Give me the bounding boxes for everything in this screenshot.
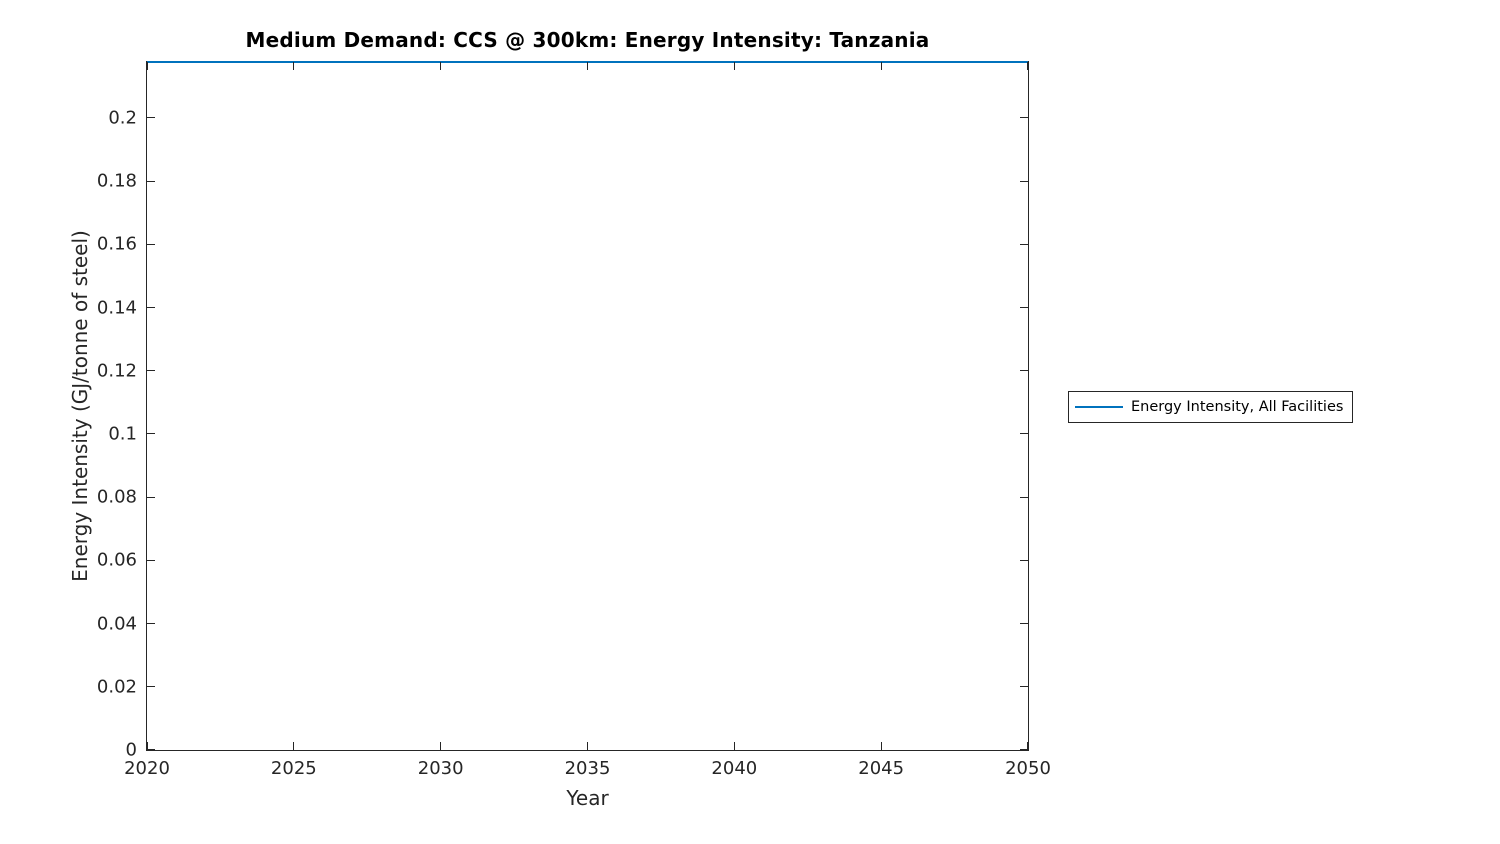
x-tick-mark-top [587,62,588,70]
x-axis-label: Year [566,786,609,810]
y-tick-label: 0.12 [96,360,137,382]
x-tick-mark-top [440,62,442,70]
y-tick-mark-right [1020,686,1028,688]
x-tick-mark [293,742,295,750]
x-tick-mark-top [147,62,148,70]
x-tick-mark [587,742,588,750]
x-tick-mark-top [733,62,735,70]
x-tick-mark-top [1027,62,1028,70]
chart-title: Medium Demand: CCS @ 300km: Energy Inten… [245,28,930,52]
y-tick-label: 0.16 [96,233,137,255]
x-tick-mark-top [293,62,295,70]
y-tick-mark-right [1020,307,1028,309]
y-tick-mark [147,749,155,750]
y-tick-mark [147,559,155,561]
y-tick-label: 0.08 [96,486,137,508]
y-tick-mark-right [1020,496,1028,498]
y-tick-mark [147,370,155,372]
y-tick-label: 0.02 [96,676,137,698]
y-tick-label: 0.04 [96,613,137,635]
y-tick-mark [147,307,155,309]
x-tick-mark [733,742,735,750]
legend-entry-label: Energy Intensity, All Facilities [1131,399,1344,415]
plot-area: 2020 2025 2030 2035 2040 2045 2050 0 0.02 0.04 0.0… [97,61,1051,779]
y-tick-mark [147,180,155,182]
y-tick-label: 0 [125,739,137,761]
x-tick-mark [1027,742,1028,750]
y-tick-mark-right [1020,433,1028,435]
y-tick-mark-right [1020,180,1028,182]
x-tick-label: 2035 [564,758,611,779]
y-tick-mark [147,117,155,119]
y-tick-mark-right [1020,559,1028,561]
x-tick-label: 2025 [270,758,317,779]
y-tick-label: 0.06 [96,549,137,571]
x-tick-mark [880,742,882,750]
y-tick-mark [147,433,155,435]
y-tick-mark [147,623,155,625]
y-tick-mark [147,243,155,245]
x-tick-label: 2040 [711,758,758,779]
y-tick-mark-right [1020,370,1028,372]
y-tick-label: 0.2 [108,107,137,129]
x-tick-label: 2045 [858,758,905,779]
y-tick-label: 0.18 [96,170,137,192]
x-tick-label: 2030 [417,758,464,779]
x-tick-mark [147,742,148,750]
y-tick-mark-right [1020,749,1028,750]
y-tick-label: 0.14 [96,297,137,319]
x-tick-mark-top [880,62,882,70]
y-tick-mark [147,496,155,498]
x-tick-label: 2020 [124,758,170,779]
legend: Energy Intensity, All Facilities [1068,391,1354,423]
y-tick-label: 0.1 [108,423,137,445]
x-tick-mark [440,742,442,750]
y-tick-mark [147,686,155,688]
y-tick-mark-right [1020,243,1028,245]
x-tick-label: 2050 [1005,758,1051,779]
y-tick-mark-right [1020,117,1028,119]
legend-line-sample [1075,406,1123,408]
y-tick-mark-right [1020,623,1028,625]
y-axis-label: Energy Intensity (GJ/tonne of steel) [68,230,92,582]
